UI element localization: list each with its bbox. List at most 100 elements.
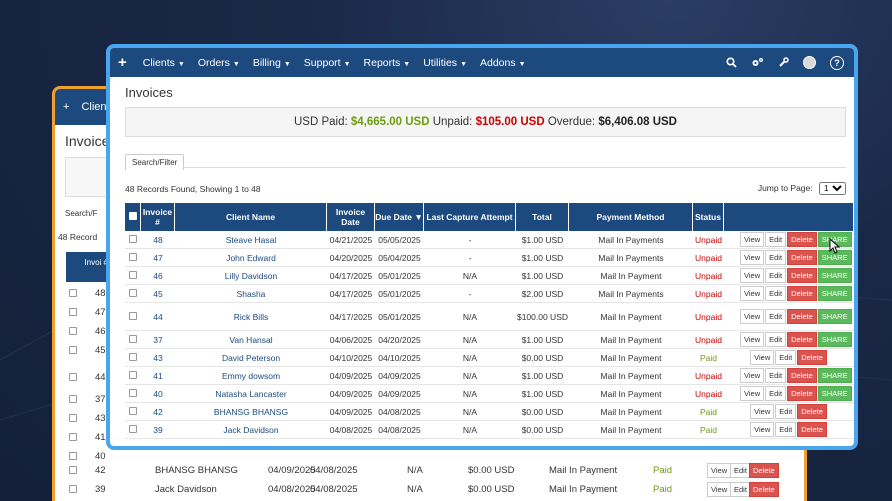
invoice-id-link[interactable]: 42 xyxy=(141,403,175,421)
table-row[interactable]: 42 BHANSG BHANSG 04/09/2025 04/08/2025 N/A $0… xyxy=(125,403,854,421)
delete-button[interactable]: Delete xyxy=(787,250,817,265)
edit-button[interactable]: Edit xyxy=(775,350,797,365)
client-name-link[interactable]: BHANSG BHANSG xyxy=(175,403,327,421)
edit-button[interactable]: Edit xyxy=(765,250,787,265)
nav-utilities[interactable]: Utilities ▼ xyxy=(423,57,467,69)
edit-button[interactable]: Edit xyxy=(765,368,787,383)
delete-button[interactable]: Delete xyxy=(797,422,827,437)
wrench-icon[interactable] xyxy=(778,57,789,68)
edit-button[interactable]: Edit xyxy=(765,309,787,324)
add-icon[interactable]: + xyxy=(118,54,127,71)
nav-support[interactable]: Support ▼ xyxy=(304,57,351,69)
select-all-checkbox[interactable] xyxy=(128,211,137,220)
edit-button[interactable]: Edit xyxy=(765,286,787,301)
table-row[interactable]: 43 David Peterson 04/10/2025 04/10/2025 N/A $… xyxy=(125,349,854,367)
edit-button[interactable]: Edit xyxy=(765,232,787,247)
view-button[interactable]: View xyxy=(740,309,765,324)
view-button[interactable]: View xyxy=(740,386,765,401)
view-button[interactable]: View xyxy=(740,286,765,301)
nav-orders[interactable]: Orders ▼ xyxy=(198,57,240,69)
client-name-link[interactable]: Steave Hasal xyxy=(175,231,327,249)
row-checkbox[interactable] xyxy=(129,370,137,379)
delete-button[interactable]: Delete xyxy=(787,386,817,401)
share-button[interactable]: SHARE xyxy=(817,286,852,301)
col-invoice-num[interactable]: Invoice # xyxy=(141,203,175,231)
row-checkbox[interactable] xyxy=(129,311,137,320)
search-filter-tab[interactable]: Search/Filter xyxy=(125,154,185,170)
row-checkbox[interactable] xyxy=(129,288,137,297)
table-row[interactable]: 48 Steave Hasal 04/21/2025 05/05/2025- $1.00… xyxy=(125,231,854,249)
edit-button[interactable]: Edit xyxy=(775,404,797,419)
client-name-link[interactable]: Van Hansal xyxy=(175,331,327,349)
col-invoice-date[interactable]: Invoice Date xyxy=(327,203,375,231)
invoice-id-link[interactable]: 39 xyxy=(141,421,175,439)
edit-button[interactable]: Edit xyxy=(765,268,787,283)
invoice-id-link[interactable]: 41 xyxy=(141,367,175,385)
delete-button[interactable]: Delete xyxy=(797,350,827,365)
view-button[interactable]: View xyxy=(740,250,765,265)
delete-button[interactable]: Delete xyxy=(787,286,817,301)
delete-button[interactable]: Delete xyxy=(787,332,817,347)
table-row[interactable]: 46 Lilly Davidson 04/17/2025 05/01/2025 N/A $… xyxy=(125,267,854,285)
view-button[interactable]: View xyxy=(740,332,765,347)
view-button[interactable]: View xyxy=(740,268,765,283)
edit-button[interactable]: Edit xyxy=(765,386,787,401)
col-last-capture[interactable]: Last Capture Attempt xyxy=(424,203,516,231)
invoice-id-link[interactable]: 46 xyxy=(141,267,175,285)
invoice-id-link[interactable]: 40 xyxy=(141,385,175,403)
nav-addons[interactable]: Addons ▼ xyxy=(480,57,526,69)
client-name-link[interactable]: David Peterson xyxy=(175,349,327,367)
client-name-link[interactable]: John Edward xyxy=(175,249,327,267)
client-name-link[interactable]: Rick Bills xyxy=(175,303,327,331)
client-name-link[interactable]: Shasha xyxy=(175,285,327,303)
invoice-id-link[interactable]: 47 xyxy=(141,249,175,267)
delete-button[interactable]: Delete xyxy=(787,232,817,247)
nav-clients[interactable]: Clients ▼ xyxy=(143,57,185,69)
row-checkbox[interactable] xyxy=(129,234,137,243)
row-checkbox[interactable] xyxy=(129,406,137,415)
invoice-id-link[interactable]: 44 xyxy=(141,303,175,331)
table-row[interactable]: 37 Van Hansal 04/06/2025 04/20/2025 N/A $1.00… xyxy=(125,331,854,349)
delete-button[interactable]: Delete xyxy=(787,309,817,324)
table-row[interactable]: 39 Jack Davidson 04/08/2025 04/08/2025 N/A $0… xyxy=(125,421,854,439)
client-name-link[interactable]: Natasha Lancaster xyxy=(175,385,327,403)
view-button[interactable]: View xyxy=(740,232,765,247)
table-row[interactable]: 41 Emmy dowsom 04/09/2025 04/09/2025 N/A $1.0… xyxy=(125,367,854,385)
invoice-id-link[interactable]: 43 xyxy=(141,349,175,367)
nav-billing[interactable]: Billing ▼ xyxy=(253,57,291,69)
invoice-id-link[interactable]: 37 xyxy=(141,331,175,349)
delete-button[interactable]: Delete xyxy=(787,368,817,383)
table-row[interactable]: 44 Rick Bills 04/17/2025 05/01/2025 N/A $100.… xyxy=(125,303,854,331)
help-icon[interactable]: ? xyxy=(830,55,844,70)
delete-button[interactable]: Delete xyxy=(787,268,817,283)
invoice-id-link[interactable]: 48 xyxy=(141,231,175,249)
view-button[interactable]: View xyxy=(750,350,775,365)
row-checkbox[interactable] xyxy=(129,334,137,343)
row-checkbox[interactable] xyxy=(129,352,137,361)
gears-icon[interactable] xyxy=(751,57,764,68)
col-total[interactable]: Total xyxy=(516,203,569,231)
row-checkbox[interactable] xyxy=(129,252,137,261)
share-button[interactable]: SHARE xyxy=(817,309,852,324)
col-payment-method[interactable]: Payment Method xyxy=(569,203,693,231)
view-button[interactable]: View xyxy=(750,422,775,437)
row-checkbox[interactable] xyxy=(129,270,137,279)
client-name-link[interactable]: Emmy dowsom xyxy=(175,367,327,385)
view-button[interactable]: View xyxy=(750,404,775,419)
edit-button[interactable]: Edit xyxy=(775,422,797,437)
share-button[interactable]: SHARE xyxy=(817,332,852,347)
col-due-date[interactable]: Due Date ▼ xyxy=(375,203,424,231)
share-button[interactable]: SHARE xyxy=(817,386,852,401)
invoice-id-link[interactable]: 45 xyxy=(141,285,175,303)
page-select[interactable]: 1 xyxy=(819,182,846,195)
edit-button[interactable]: Edit xyxy=(765,332,787,347)
table-row[interactable]: 47 John Edward 04/20/2025 05/04/2025- $1.00 … xyxy=(125,249,854,267)
col-status[interactable]: Status xyxy=(693,203,724,231)
nav-reports[interactable]: Reports ▼ xyxy=(364,57,411,69)
table-row[interactable]: 45 Shasha 04/17/2025 05/01/2025- $2.00 USD Ma… xyxy=(125,285,854,303)
client-name-link[interactable]: Jack Davidson xyxy=(175,421,327,439)
row-checkbox[interactable] xyxy=(129,388,137,397)
table-row[interactable]: 40 Natasha Lancaster 04/09/2025 04/09/2025 N… xyxy=(125,385,854,403)
search-icon[interactable] xyxy=(726,57,737,68)
share-button[interactable]: SHARE xyxy=(817,368,852,383)
